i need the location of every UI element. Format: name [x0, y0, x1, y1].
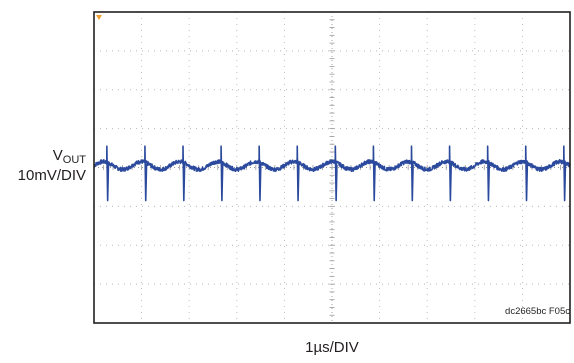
x-axis-label: 1µs/DIV: [305, 339, 359, 356]
figure-id: dc2665bc F05c: [505, 306, 570, 317]
trigger-marker: [96, 15, 102, 20]
y-axis-label: VOUT: [52, 147, 86, 166]
plot-frame: [93, 11, 571, 324]
waveform-trace: [93, 145, 571, 202]
y-scale-label: 10mV/DIV: [17, 167, 86, 184]
